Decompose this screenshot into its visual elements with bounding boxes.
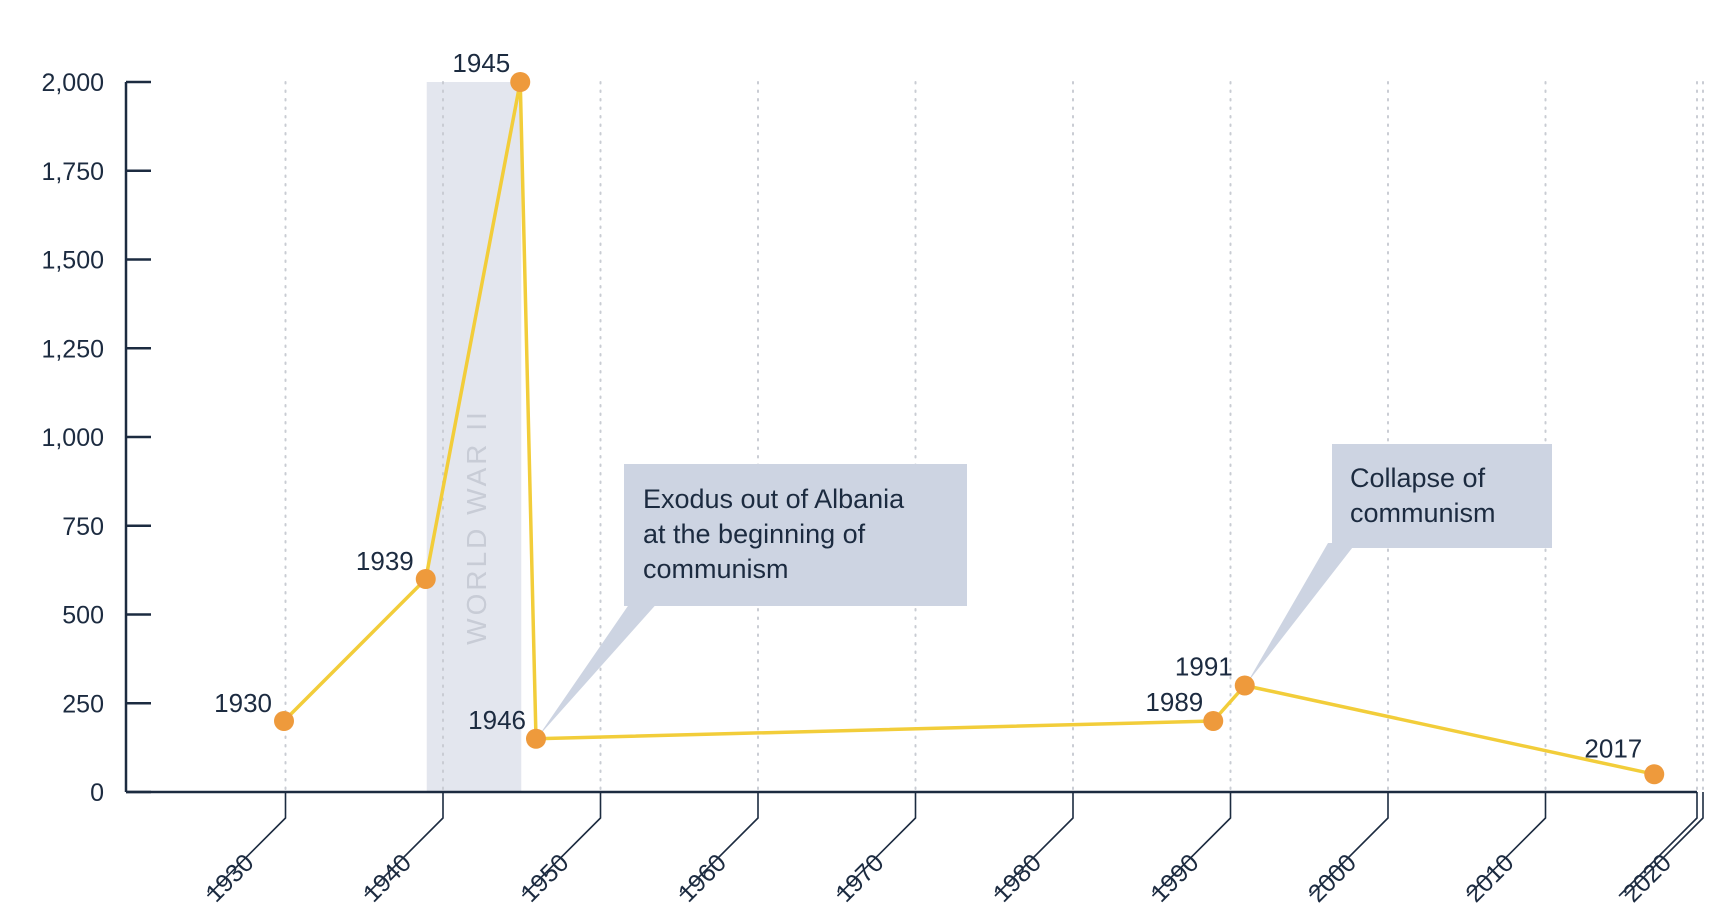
data-point-1945 — [510, 72, 531, 92]
x-tick-label: 2000 — [1303, 849, 1362, 908]
x-tick-1950 — [521, 792, 602, 897]
callout-pointer — [538, 600, 660, 737]
callout-text: communism — [1350, 498, 1496, 528]
data-point-2017 — [1644, 764, 1665, 785]
x-tick-label: 1970 — [830, 849, 889, 908]
point-label: 1991 — [1175, 652, 1233, 682]
callout-box — [1332, 444, 1552, 548]
y-tick-label: 1,750 — [41, 158, 104, 186]
callout-layer: Exodus out of Albania at the beginning of… — [538, 444, 1552, 737]
data-point-1939 — [415, 569, 436, 589]
y-tick-label: 1,250 — [41, 335, 104, 363]
x-tick-1970 — [836, 792, 917, 897]
data-point-layer — [274, 72, 1665, 785]
x-tick-2010 — [1466, 792, 1547, 897]
y-tick-label: 500 — [62, 602, 104, 630]
x-tick-2020 — [1624, 792, 1704, 897]
callout-text: communism — [643, 554, 789, 584]
x-tick-edge — [1618, 792, 1698, 897]
x-tick-label: 1930 — [200, 849, 259, 908]
data-point-1930 — [274, 711, 294, 731]
callout-text: Collapse of — [1350, 463, 1486, 493]
x-tick-1990 — [1151, 792, 1232, 897]
x-tick-1960 — [679, 792, 759, 897]
point-label: 1930 — [214, 688, 272, 718]
x-tick-label: 1980 — [988, 849, 1047, 908]
point-label-layer: 1930 1939 1945 1946 1989 1991 2017 — [214, 48, 1642, 763]
x-tick-1980 — [994, 792, 1074, 897]
x-tick-label: 2010 — [1460, 849, 1519, 908]
y-tick-label: 2,000 — [41, 69, 104, 97]
x-tick-2000 — [1309, 792, 1389, 897]
grid-layer — [284, 81, 1704, 793]
point-label: 1945 — [452, 48, 510, 78]
x-tick-label: 1950 — [515, 849, 574, 908]
shaded-band-layer: WORLD WAR II — [426, 82, 522, 792]
band-label: WORLD WAR II — [461, 409, 492, 645]
callout-box — [624, 464, 967, 606]
point-label: 1939 — [356, 546, 414, 576]
callout-pointer — [1246, 543, 1356, 684]
callout-text: at the beginning of — [643, 519, 866, 549]
point-label: 2017 — [1584, 733, 1642, 763]
x-tick-1930 — [206, 792, 287, 897]
callout-text: Exodus out of Albania — [643, 484, 905, 514]
data-point-1946 — [526, 728, 546, 749]
x-tick-label: 1960 — [673, 849, 732, 908]
x-tick-label: 1990 — [1145, 849, 1204, 908]
y-tick-label: 0 — [90, 779, 104, 807]
point-label: 1989 — [1145, 687, 1203, 717]
y-tick-label: 250 — [62, 690, 104, 718]
x-tick-label: 2020 — [1618, 849, 1677, 908]
data-point-1989 — [1203, 711, 1224, 731]
y-tick-label: 1,500 — [41, 247, 104, 275]
y-tick-label: 750 — [62, 513, 104, 541]
x-tick-1940 — [364, 792, 444, 897]
point-label: 1946 — [468, 705, 526, 735]
x-tick-label: 1940 — [358, 849, 417, 908]
y-tick-label: 1,000 — [41, 424, 104, 452]
data-point-1991 — [1234, 675, 1255, 696]
